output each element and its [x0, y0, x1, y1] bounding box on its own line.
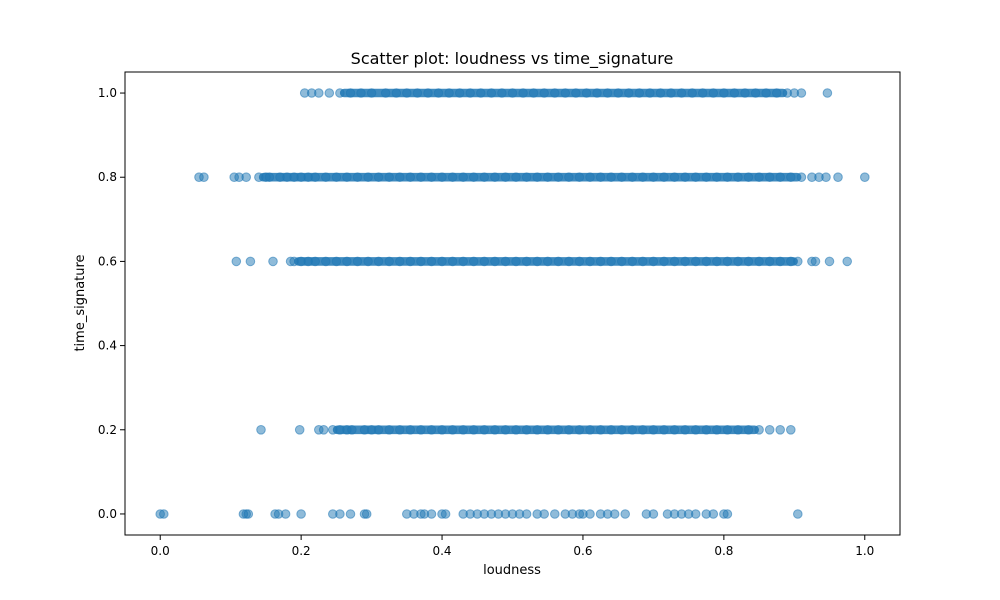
data-point	[296, 509, 306, 519]
data-point	[280, 509, 291, 519]
y-axis-ticks: 0.0 0.2 0.4 0.6 0.8 1.0	[98, 86, 125, 521]
dense-point-band	[339, 88, 788, 98]
data-point	[361, 509, 372, 519]
data-point	[268, 256, 278, 267]
y-tick-label: 0.4	[98, 339, 117, 353]
y-tick-label: 0.8	[98, 170, 117, 184]
dense-point-band	[294, 257, 798, 266]
data-point	[860, 172, 870, 182]
data-point	[722, 509, 733, 519]
data-point	[243, 509, 254, 519]
chart-title: Scatter plot: loudness vs time_signature	[351, 49, 674, 69]
data-point	[833, 172, 843, 182]
data-point	[708, 509, 719, 519]
data-point	[550, 509, 560, 519]
data-point	[256, 425, 266, 435]
y-axis-label: time_signature	[73, 254, 88, 351]
plot-frame	[124, 71, 901, 536]
x-tick-label: 0.2	[292, 544, 311, 558]
data-point	[335, 509, 345, 519]
data-point	[345, 509, 356, 519]
x-axis-ticks: 0.0 0.2 0.4 0.6 0.8 1.0	[151, 535, 874, 558]
data-point	[318, 425, 329, 435]
x-tick-label: 0.8	[714, 544, 733, 558]
data-point	[440, 509, 451, 519]
data-point	[585, 509, 595, 519]
dense-point-band	[248, 510, 706, 519]
data-point	[824, 256, 835, 267]
y-tick-label: 0.2	[98, 423, 117, 437]
y-tick-label: 0.0	[98, 507, 117, 521]
data-point	[314, 88, 324, 98]
data-point	[775, 425, 786, 435]
data-point	[159, 509, 169, 519]
x-tick-label: 0.4	[432, 544, 451, 558]
y-tick-label: 1.0	[98, 86, 117, 100]
data-point	[764, 425, 775, 435]
data-point	[521, 509, 532, 519]
data-point	[796, 88, 807, 98]
data-point	[241, 172, 251, 182]
dense-point-band	[258, 172, 802, 182]
x-tick-label: 0.6	[573, 544, 592, 558]
data-point	[793, 509, 803, 519]
x-tick-label: 0.0	[151, 544, 170, 558]
data-point	[690, 509, 701, 519]
x-tick-label: 1.0	[855, 544, 874, 558]
data-point	[609, 509, 620, 519]
data-point	[821, 172, 831, 182]
y-tick-label: 0.6	[98, 254, 117, 268]
data-point	[786, 425, 796, 435]
x-axis-label: loudness	[483, 563, 541, 578]
dense-point-band	[332, 425, 759, 435]
data-point	[810, 256, 821, 267]
data-point	[324, 88, 335, 98]
data-point	[199, 172, 209, 182]
data-points	[155, 88, 870, 519]
data-point	[648, 509, 659, 519]
data-point	[842, 256, 853, 267]
data-point	[231, 256, 242, 267]
data-point	[294, 425, 305, 435]
data-point	[620, 509, 631, 519]
data-point	[245, 256, 256, 267]
data-point	[426, 509, 437, 519]
data-point	[539, 509, 550, 519]
data-point	[822, 88, 833, 98]
